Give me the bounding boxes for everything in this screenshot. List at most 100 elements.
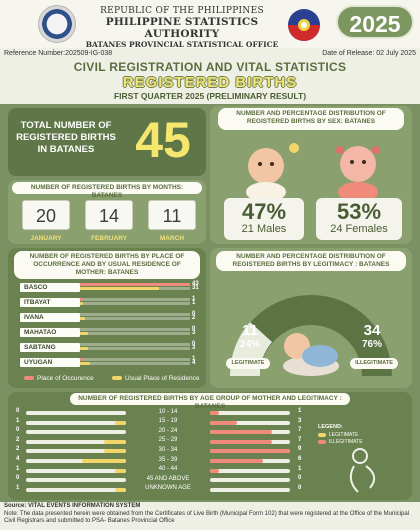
- total-value: 45: [135, 112, 191, 168]
- residence-swatch: [112, 376, 122, 381]
- month-name: MARCH: [159, 235, 185, 242]
- female-count: 24 Females: [330, 223, 388, 235]
- legit-bar-track: [26, 449, 126, 454]
- place-bar-track: [80, 313, 190, 316]
- agency-line-republic: REPUBLIC OF THE PHILIPPINES: [100, 6, 264, 16]
- illegit-bar-track: [210, 420, 290, 425]
- illegit-bar-track: [210, 411, 290, 415]
- illegit-value-label: 6: [298, 456, 302, 462]
- legit-bar: [103, 439, 126, 444]
- place-bar-value: 1: [192, 296, 196, 302]
- place-bar-track: [80, 302, 190, 305]
- residence-bar: [80, 287, 160, 290]
- age-group-label: 30 - 34: [158, 446, 178, 453]
- legit-stat: 11 24%: [230, 322, 270, 350]
- residence-bar: [80, 317, 86, 320]
- legit-value-label: 2: [16, 436, 20, 443]
- illegit-bar: [210, 439, 273, 444]
- illegit-bar: [210, 449, 290, 454]
- month-january: 20 JANUARY: [22, 200, 70, 242]
- place-category-label: IVANA: [20, 313, 80, 322]
- total-label: TOTAL NUMBER OF REGISTERED BIRTHS IN BAT…: [16, 120, 116, 155]
- legit-bar-track: [26, 411, 126, 415]
- illegit-value-label: 9: [298, 446, 302, 453]
- source-line: Source: VITAL EVENTS INFORMATION SYSTEM: [4, 503, 141, 509]
- month-value: 14: [85, 200, 133, 230]
- illegit-value-label: 0: [298, 484, 302, 491]
- place-bar-value: 31: [192, 285, 199, 291]
- legit-value-label: 0: [16, 408, 20, 414]
- age-group-label: 20 - 24: [158, 427, 178, 434]
- legit-label: LEGITIMATE: [226, 358, 270, 369]
- place-legend-occurrence: Place of Occurence: [24, 375, 94, 382]
- illegit-value-label: 7: [298, 427, 302, 434]
- period-label: FIRST QUARTER 2025 (PRELIMINARY RESULT): [113, 91, 307, 101]
- babies-illustration: [246, 143, 380, 200]
- illegit-value: 34: [363, 322, 381, 339]
- age-group-label: 25 - 29: [158, 437, 178, 444]
- age-group-label: UNKNOWN AGE: [145, 485, 191, 492]
- residence-bar: [80, 302, 83, 305]
- place-bar-value: 2: [192, 315, 196, 321]
- month-name: JANUARY: [30, 235, 62, 242]
- legit-bar: [114, 487, 126, 492]
- place-bar-value: 1: [192, 300, 196, 306]
- legit-value-label: 0: [16, 427, 20, 434]
- age-legend-title: LEGEND:: [318, 424, 343, 430]
- reference-number: Reference Number:202509-IG-038: [4, 50, 113, 57]
- illegit-bar: [210, 411, 219, 415]
- legit-bar: [114, 468, 126, 473]
- total-card: [8, 108, 206, 176]
- illegit-swatch: [318, 439, 326, 444]
- illegit-stat: 34 76%: [352, 322, 392, 350]
- main-title: CIVIL REGISTRATION AND VITAL STATISTICS: [73, 60, 347, 74]
- place-bar-value: 3: [192, 330, 196, 336]
- age-legend-illegit: ILLEGITIMATE: [318, 439, 363, 445]
- residence-bar: [80, 332, 88, 335]
- place-bar-track: [80, 328, 190, 331]
- illegit-bar-track: [210, 487, 290, 492]
- occurrence-bar: [80, 283, 190, 286]
- illegit-bar: [210, 459, 264, 463]
- illegit-label: ILLEGITIMATE: [350, 358, 398, 369]
- legend-label: ILLEGITIMATE: [329, 439, 363, 445]
- occurrence-bar: [80, 298, 83, 301]
- place-bar-track: [80, 358, 190, 361]
- legit-value-label: 4: [16, 456, 20, 462]
- legend-label: Usual Place of Residence: [125, 375, 200, 382]
- header-bar: REPUBLIC OF THE PHILIPPINES PHILIPPINE S…: [0, 0, 420, 49]
- legend-label: Place of Occurence: [37, 375, 94, 382]
- place-legend-residence: Usual Place of Residence: [112, 375, 199, 382]
- place-bar-value: 0: [192, 311, 196, 317]
- age-title: NUMBER OF REGISTERED BIRTHS BY AGE GROUP…: [70, 393, 350, 410]
- year-badge: 2025: [336, 5, 414, 39]
- illegit-percent: 76%: [361, 339, 382, 350]
- place-bar-value: 0: [192, 341, 196, 347]
- subtitle: REGISTERED BIRTHS: [122, 74, 298, 91]
- place-bar-track: [80, 347, 190, 350]
- age-group-label: 15 - 19: [158, 418, 178, 425]
- occurrence-swatch: [24, 376, 34, 381]
- legit-bar-track: [26, 468, 126, 473]
- legit-bar-track: [26, 439, 126, 444]
- residence-bar: [80, 347, 88, 350]
- age-group-label: 10 - 14: [158, 408, 178, 415]
- legit-value: 11: [242, 322, 258, 339]
- male-count: 21 Males: [241, 223, 287, 235]
- month-february: 14 FEBRUARY: [85, 200, 133, 242]
- legit-value-label: 1: [16, 417, 20, 424]
- place-bar-track: [80, 362, 190, 365]
- note-line: Note: The data presented herein were obt…: [4, 510, 409, 525]
- illegit-value-label: 1: [298, 408, 302, 414]
- legend-label: LEGITIMATE: [329, 432, 359, 438]
- place-bar-track: [80, 317, 190, 320]
- illegit-value-label: 3: [298, 417, 302, 424]
- month-name: FEBRUARY: [91, 235, 127, 242]
- legit-bar-track: [26, 478, 126, 483]
- source-note: Source: VITAL EVENTS INFORMATION SYSTEM …: [4, 503, 416, 526]
- illegit-value-label: 0: [298, 475, 302, 482]
- legit-value-label: 1: [16, 465, 20, 472]
- release-date: Date of Release: 02 July 2025: [322, 50, 416, 57]
- agency-line-psa: PHILIPPINE STATISTICS AUTHORITY: [105, 16, 259, 40]
- legit-bar: [103, 449, 126, 454]
